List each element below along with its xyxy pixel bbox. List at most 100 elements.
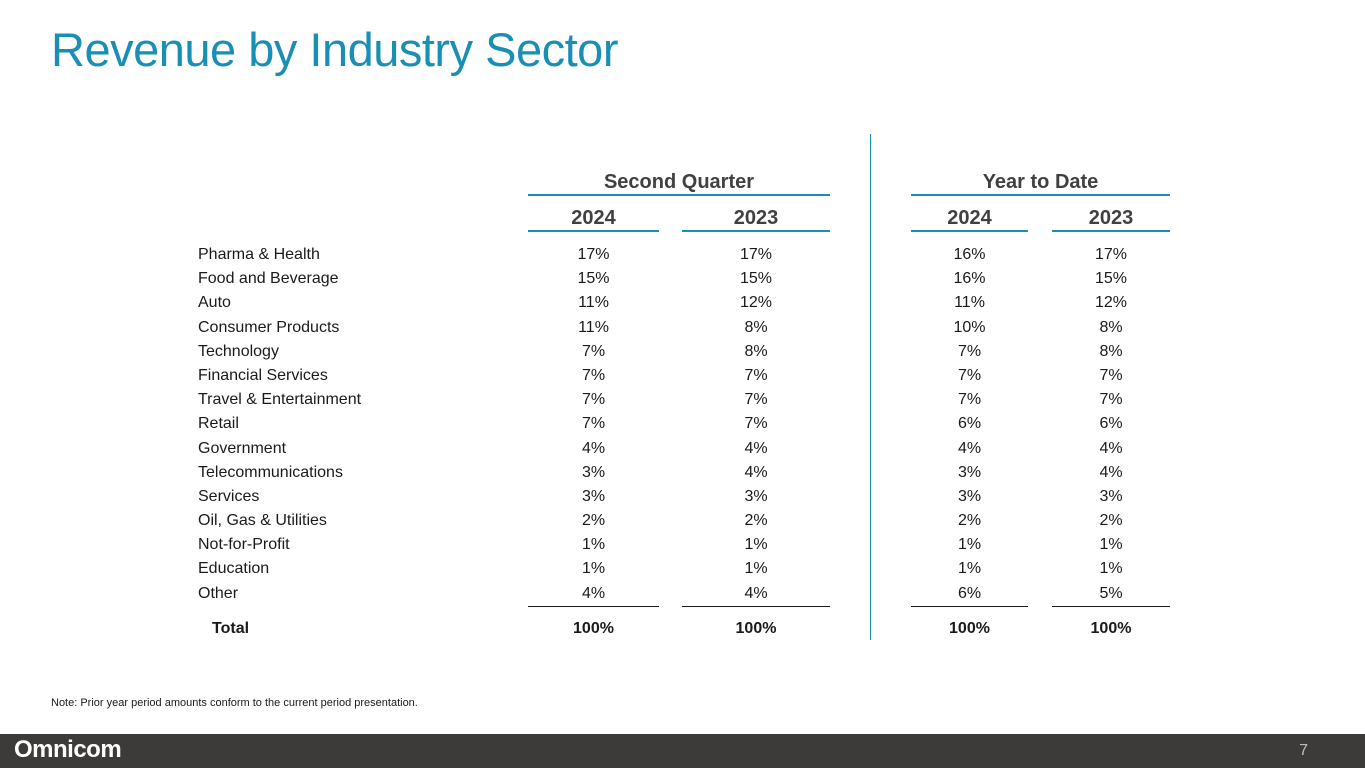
row-value-ytd2024: 6% <box>957 415 982 433</box>
table-row: Other 4% 4% 6% 5% <box>0 582 1365 606</box>
row-value-ytd2023: 2% <box>1099 512 1123 530</box>
row-value-ytd2024: 2% <box>957 512 982 530</box>
total-ytd-2023: 100% <box>1090 620 1132 637</box>
row-value-q2023: 8% <box>744 342 768 360</box>
table-row: Government 4% 4% 4% 4% <box>0 437 1365 461</box>
row-label: Travel & Entertainment <box>198 391 362 409</box>
row-label: Consumer Products <box>198 318 340 336</box>
row-value-q2023: 2% <box>744 512 768 530</box>
table-row: Education 1% 1% 1% 1% <box>0 557 1365 581</box>
table-row: Retail 7% 7% 6% 6% <box>0 412 1365 436</box>
row-value-q2024: 7% <box>581 415 606 433</box>
total-rule-ytd-2024 <box>911 606 1028 607</box>
header-q-2023: 2023 <box>682 206 830 232</box>
row-value-ytd2023: 15% <box>1094 270 1128 288</box>
table-row: Food and Beverage 15% 15% 16% 15% <box>0 267 1365 291</box>
row-value-ytd2024: 16% <box>953 270 986 288</box>
row-value-ytd2024: 7% <box>957 391 982 409</box>
table-row: Telecommunications 3% 4% 3% 4% <box>0 461 1365 485</box>
row-value-q2023: 3% <box>744 487 768 505</box>
table-row: Consumer Products 11% 8% 10% 8% <box>0 316 1365 340</box>
total-q-2024: 100% <box>573 620 614 637</box>
row-value-ytd2024: 11% <box>954 294 985 312</box>
row-label: Other <box>198 584 239 602</box>
row-value-q2023: 1% <box>744 536 768 554</box>
row-value-q2023: 8% <box>744 318 768 336</box>
row-value-q2023: 4% <box>744 439 768 457</box>
total-rule-ytd-2023 <box>1052 606 1170 607</box>
row-label: Food and Beverage <box>198 270 339 288</box>
omnicom-logo: Omnicom <box>14 736 122 763</box>
row-value-q2024: 7% <box>581 342 606 360</box>
footer-bar: Omnicom 7 <box>0 734 1365 768</box>
row-value-q2024: 11% <box>578 318 609 336</box>
row-value-ytd2024: 3% <box>957 463 982 481</box>
header-second-quarter: Second Quarter <box>528 170 830 196</box>
row-value-q2024: 1% <box>581 560 606 578</box>
total-q-2023: 100% <box>735 620 777 637</box>
row-label: Auto <box>198 294 231 312</box>
row-value-q2024: 3% <box>581 487 606 505</box>
row-label: Pharma & Health <box>198 246 320 263</box>
row-value-ytd2024: 3% <box>957 487 982 505</box>
row-label: Telecommunications <box>198 463 343 481</box>
row-value-ytd2024: 1% <box>957 536 982 554</box>
header-ytd-2023: 2023 <box>1052 206 1170 232</box>
row-value-q2024: 3% <box>581 463 606 481</box>
table-row: Auto 11% 12% 11% 12% <box>0 291 1365 315</box>
row-value-q2024: 7% <box>581 366 606 384</box>
total-label: Total <box>212 620 250 637</box>
table-row: Pharma & Health 17% 17% 16% 17% <box>0 243 1365 267</box>
footnote: Note: Prior year period amounts conform … <box>51 697 418 709</box>
table-row: Oil, Gas & Utilities 2% 2% 2% 2% <box>0 509 1365 533</box>
row-label: Retail <box>198 415 239 433</box>
row-value-ytd2024: 4% <box>957 439 982 457</box>
row-value-q2024: 7% <box>581 391 606 409</box>
table-row: Travel & Entertainment 7% 7% 7% 7% <box>0 388 1365 412</box>
row-value-q2023: 7% <box>744 366 768 384</box>
table-row: Technology 7% 8% 7% 8% <box>0 340 1365 364</box>
row-value-ytd2023: 8% <box>1099 318 1123 336</box>
page-title: Revenue by Industry Sector <box>51 23 618 76</box>
row-value-q2024: 2% <box>581 512 606 530</box>
row-label: Oil, Gas & Utilities <box>198 512 327 530</box>
total-ytd-2024: 100% <box>949 620 990 637</box>
header-ytd-2024: 2024 <box>911 206 1028 232</box>
row-value-ytd2023: 4% <box>1099 463 1123 481</box>
row-value-ytd2024: 6% <box>957 584 982 602</box>
row-value-ytd2023: 4% <box>1099 439 1123 457</box>
row-value-q2023: 4% <box>744 584 768 602</box>
row-value-q2023: 4% <box>744 463 768 481</box>
page-number: 7 <box>1299 742 1308 759</box>
row-value-q2023: 17% <box>739 246 773 263</box>
row-value-ytd2023: 17% <box>1094 246 1128 263</box>
sector-table: Pharma & Health 17% 17% 16% 17% Food and Beve… <box>0 243 1365 606</box>
row-label: Financial Services <box>198 366 328 384</box>
row-value-q2024: 11% <box>578 294 609 312</box>
row-value-ytd2023: 7% <box>1099 391 1123 409</box>
row-label: Not-for-Profit <box>198 536 290 554</box>
row-value-ytd2024: 10% <box>953 318 986 336</box>
table-row: Services 3% 3% 3% 3% <box>0 485 1365 509</box>
row-value-q2024: 17% <box>577 246 610 263</box>
row-value-ytd2023: 12% <box>1094 294 1128 312</box>
row-label: Government <box>198 439 287 457</box>
row-value-ytd2023: 6% <box>1099 415 1123 433</box>
row-value-q2023: 7% <box>744 415 768 433</box>
row-value-ytd2023: 3% <box>1099 487 1123 505</box>
total-rule-q-2024 <box>528 606 659 607</box>
row-value-ytd2023: 1% <box>1099 560 1123 578</box>
row-value-ytd2023: 7% <box>1099 366 1123 384</box>
row-value-q2023: 7% <box>744 391 768 409</box>
row-value-q2023: 1% <box>744 560 768 578</box>
table-row: Not-for-Profit 1% 1% 1% 1% <box>0 533 1365 557</box>
row-value-q2024: 15% <box>577 270 610 288</box>
row-value-ytd2024: 1% <box>957 560 982 578</box>
header-q-2024: 2024 <box>528 206 659 232</box>
row-label: Technology <box>198 342 279 360</box>
row-value-ytd2023: 8% <box>1099 342 1123 360</box>
row-label: Services <box>198 487 260 505</box>
row-label: Education <box>198 560 270 578</box>
total-rule-q-2023 <box>682 606 830 607</box>
total-row: Total 100% 100% 100% 100% <box>0 617 1365 641</box>
